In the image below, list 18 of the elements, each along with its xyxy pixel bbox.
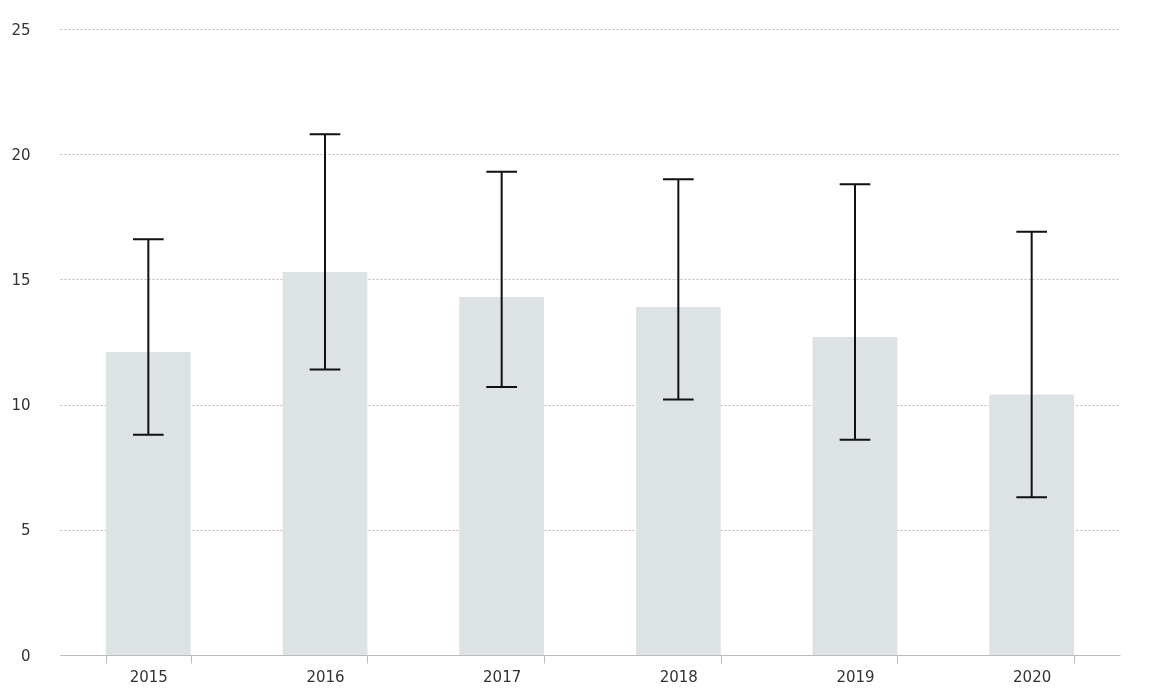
y-tick-label: 20 bbox=[11, 145, 31, 164]
bar bbox=[282, 271, 368, 655]
y-tick-label: 25 bbox=[11, 20, 31, 39]
bar bbox=[812, 336, 898, 655]
x-tick-label: 2019 bbox=[836, 667, 875, 686]
bar bbox=[635, 306, 721, 655]
bar bbox=[105, 352, 191, 655]
x-tick-label: 2017 bbox=[483, 667, 522, 686]
y-tick-label: 5 bbox=[20, 521, 31, 540]
bar bbox=[459, 296, 545, 655]
y-tick-label: 15 bbox=[11, 270, 31, 289]
x-tick-label: 2020 bbox=[1013, 667, 1052, 686]
x-tick-label: 2016 bbox=[306, 667, 345, 686]
y-tick-label: 10 bbox=[11, 396, 31, 415]
x-tick-label: 2018 bbox=[659, 667, 698, 686]
x-tick-label: 2015 bbox=[129, 667, 168, 686]
y-tick-label: 0 bbox=[20, 646, 31, 665]
bar bbox=[989, 394, 1075, 655]
